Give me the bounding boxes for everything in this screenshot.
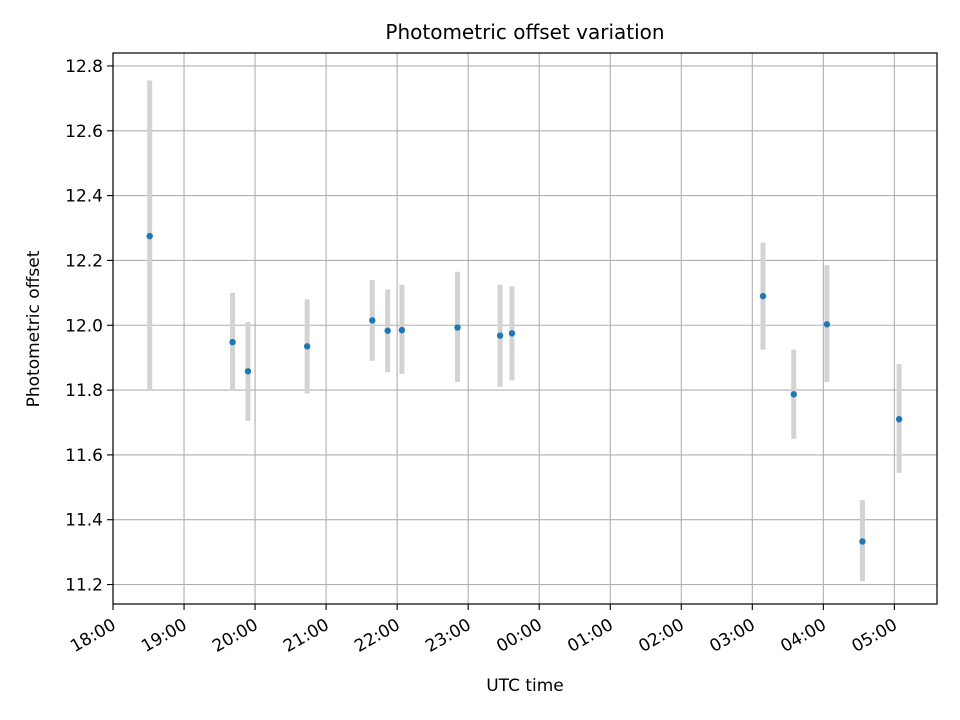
data-point	[303, 343, 311, 350]
x-tick-label: 00:00	[493, 615, 545, 657]
data-point	[454, 324, 461, 331]
plot-area	[112, 52, 938, 605]
y-tick-label: 11.8	[65, 381, 103, 401]
x-tick-label: 18:00	[67, 615, 119, 657]
y-tick-label: 12.8	[65, 57, 103, 77]
y-tick-label: 12.0	[65, 316, 103, 336]
x-tick-label: 02:00	[635, 615, 687, 657]
data-point	[759, 292, 767, 300]
y-tick-label: 12.4	[65, 187, 103, 207]
data-point	[398, 326, 406, 334]
data-point	[823, 321, 831, 328]
data-point	[496, 332, 504, 339]
data-point	[508, 330, 516, 337]
chart-title: Photometric offset variation	[385, 20, 664, 44]
data-point	[859, 538, 866, 545]
y-tick-label: 11.4	[65, 511, 103, 531]
x-tick-label: 21:00	[280, 615, 332, 657]
x-tick-label: 05:00	[848, 615, 900, 657]
y-tick-label: 11.6	[65, 446, 103, 466]
x-tick-label: 04:00	[777, 615, 829, 657]
y-tick-label: 11.2	[65, 576, 103, 596]
x-tick-label: 22:00	[351, 615, 403, 657]
y-axis: 11.2 11.4 11.6 11.8 12.0 12.2 12.4 12.6 12.8	[65, 57, 113, 596]
data-point	[369, 317, 376, 324]
x-tick-label: 20:00	[209, 615, 261, 657]
data-point	[244, 368, 252, 375]
x-tick-label: 01:00	[564, 615, 616, 657]
data-point	[790, 391, 797, 398]
x-tick-label: 19:00	[138, 615, 190, 657]
x-tick-label: 23:00	[422, 615, 474, 657]
data-point	[384, 327, 391, 334]
data-point	[229, 338, 236, 346]
data-point	[895, 416, 903, 423]
y-tick-label: 12.6	[65, 122, 103, 142]
x-axis-label: UTC time	[486, 676, 564, 696]
grid	[112, 53, 937, 604]
y-axis-label: Photometric offset	[24, 250, 44, 407]
y-tick-label: 12.2	[65, 251, 103, 271]
data-points	[146, 232, 903, 545]
x-axis: 18:00 19:00 20:00 21:00 22:00 23:00 00:00 01:00…	[67, 604, 901, 657]
error-bars	[147, 80, 902, 582]
x-tick-label: 03:00	[706, 615, 758, 657]
data-point	[146, 232, 153, 240]
